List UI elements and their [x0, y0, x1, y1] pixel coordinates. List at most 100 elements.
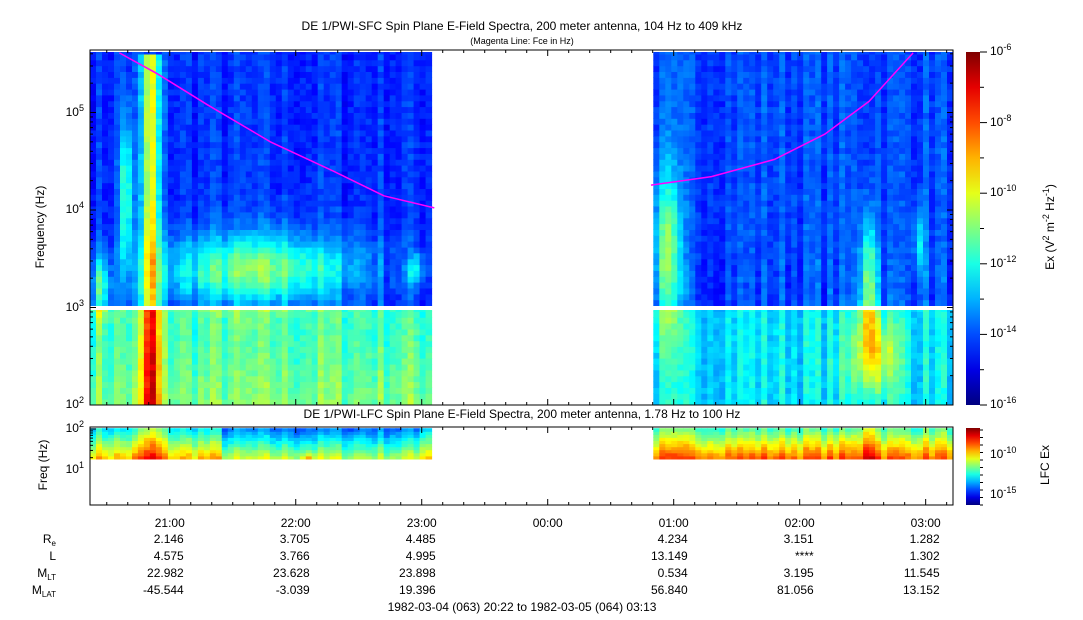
sfc-spectrogram-cell	[305, 77, 313, 84]
sfc-spectrogram-cell	[701, 100, 708, 108]
sfc-spectrogram-cell	[335, 77, 343, 84]
sfc-spectrogram-cell	[713, 317, 720, 324]
sfc-spectrogram-cell	[365, 106, 373, 113]
sfc-spectrogram-cell	[659, 358, 666, 365]
lfc-spectrogram-cell	[425, 431, 433, 435]
sfc-spectrogram-cell	[353, 95, 361, 102]
sfc-spectrogram-cell	[281, 235, 289, 242]
sfc-spectrogram-cell	[401, 206, 409, 213]
lfc-spectrogram-cell	[695, 449, 702, 454]
sfc-spectrogram-cell	[683, 399, 690, 406]
sfc-spectrogram-cell	[251, 135, 259, 143]
sfc-spectrogram-cell	[341, 328, 349, 336]
sfc-spectrogram-cell	[269, 352, 277, 359]
sfc-spectrogram-cell	[96, 369, 103, 377]
sfc-spectrogram-cell	[227, 153, 235, 160]
sfc-spectrogram-cell	[665, 340, 672, 347]
sfc-spectrogram-cell	[275, 159, 283, 166]
sfc-spectrogram-cell	[269, 288, 277, 295]
sfc-spectrogram-cell	[281, 375, 289, 383]
lfc-spectrogram-cell	[377, 452, 385, 457]
sfc-spectrogram-cell	[227, 340, 235, 347]
sfc-spectrogram-cell	[407, 241, 415, 248]
sfc-spectrogram-cell	[275, 235, 283, 242]
sfc-spectrogram-cell	[245, 358, 253, 365]
sfc-spectrogram-cell	[96, 176, 103, 184]
lfc-spectrogram-cell	[659, 452, 666, 457]
sfc-spectrogram-cell	[251, 83, 259, 90]
lfc-spectrogram-cell	[335, 431, 343, 435]
lfc-spectrogram-cell	[209, 440, 217, 445]
sfc-spectrogram-cell	[719, 118, 726, 125]
sfc-spectrogram-cell	[689, 276, 696, 283]
lfc-spectrogram-cell	[695, 446, 702, 451]
sfc-spectrogram-cell	[185, 89, 193, 96]
sfc-spectrogram-cell	[102, 83, 109, 90]
sfc-spectrogram-cell	[719, 288, 726, 295]
sfc-spectrogram-cell	[108, 52, 115, 55]
sfc-spectrogram-cell	[179, 54, 187, 61]
sfc-spectrogram-cell	[329, 182, 337, 189]
sfc-spectrogram-cell	[401, 188, 409, 195]
sfc-spectrogram-cell	[413, 264, 421, 271]
sfc-spectrogram-cell	[419, 153, 427, 160]
sfc-spectrogram-cell	[102, 241, 109, 248]
sfc-spectrogram-cell	[707, 334, 714, 342]
sfc-spectrogram-cell	[191, 346, 199, 353]
sfc-spectrogram-cell	[161, 346, 169, 353]
sfc-spectrogram-cell	[96, 100, 103, 108]
sfc-spectrogram-cell	[683, 83, 690, 90]
sfc-spectrogram-cell	[335, 206, 343, 213]
sfc-spectrogram-cell	[653, 241, 660, 248]
sfc-spectrogram-cell	[215, 346, 223, 353]
sfc-spectrogram-cell	[383, 182, 391, 189]
sfc-spectrogram-cell	[677, 59, 684, 67]
lfc-spectrogram-cell	[425, 437, 433, 441]
sfc-spectrogram-cell	[227, 293, 235, 301]
sfc-spectrogram-cell	[725, 311, 732, 318]
sfc-spectrogram-cell	[120, 118, 127, 125]
sfc-spectrogram-cell	[90, 89, 97, 96]
sfc-spectrogram-cell	[659, 346, 666, 353]
sfc-spectrogram-cell	[161, 258, 169, 266]
sfc-spectrogram-cell	[275, 112, 283, 119]
sfc-spectrogram-cell	[671, 229, 678, 236]
sfc-spectrogram-cell	[713, 276, 720, 283]
sfc-spectrogram-cell	[365, 323, 373, 330]
sfc-spectrogram-cell	[335, 52, 343, 55]
sfc-spectrogram-cell	[365, 252, 373, 260]
sfc-spectrogram-cell	[377, 211, 385, 219]
sfc-spectrogram-cell	[257, 200, 265, 207]
sfc-spectrogram-cell	[245, 59, 253, 67]
sfc-spectrogram-cell	[102, 299, 109, 306]
sfc-spectrogram-cell	[239, 194, 247, 201]
sfc-spectrogram-cell	[731, 334, 738, 342]
sfc-spectrogram-cell	[251, 229, 259, 236]
sfc-spectrogram-cell	[407, 52, 415, 55]
sfc-spectrogram-cell	[299, 54, 307, 61]
lfc-spectrogram-cell	[275, 431, 283, 435]
sfc-spectrogram-cell	[269, 381, 277, 388]
sfc-spectrogram-cell	[209, 293, 217, 301]
sfc-spectrogram-cell	[653, 311, 660, 318]
sfc-spectrogram-cell	[677, 229, 684, 236]
sfc-spectrogram-cell	[221, 352, 229, 359]
lfc-spectrogram-cell	[725, 449, 732, 454]
sfc-spectrogram-cell	[132, 217, 139, 225]
sfc-spectrogram-cell	[419, 200, 427, 207]
sfc-spectrogram-cell	[179, 270, 187, 277]
sfc-spectrogram-cell	[305, 317, 313, 324]
sfc-spectrogram-cell	[209, 217, 217, 225]
sfc-spectrogram-cell	[335, 241, 343, 248]
sfc-spectrogram-cell	[353, 194, 361, 201]
sfc-spectrogram-cell	[329, 100, 337, 108]
sfc-spectrogram-cell	[251, 264, 259, 271]
sfc-spectrogram-cell	[419, 264, 427, 271]
sfc-spectrogram-cell	[389, 352, 397, 359]
sfc-spectrogram-cell	[126, 52, 133, 55]
sfc-spectrogram-cell	[167, 65, 175, 72]
sfc-spectrogram-cell	[659, 118, 666, 125]
sfc-spectrogram-cell	[120, 130, 127, 137]
sfc-spectrogram-cell	[263, 77, 271, 84]
sfc-spectrogram-cell	[701, 282, 708, 289]
